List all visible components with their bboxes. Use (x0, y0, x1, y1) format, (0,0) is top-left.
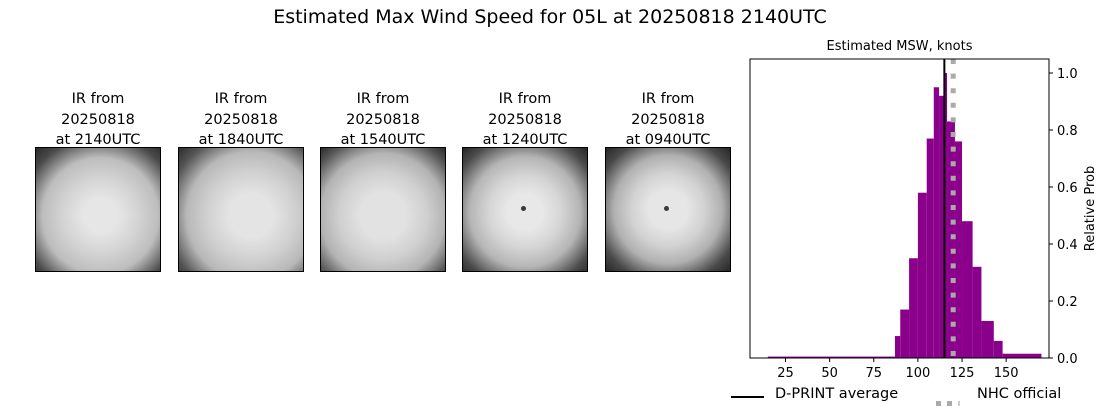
ir-satellite-image (462, 147, 588, 272)
dprint-legend-label: D-PRINT average (775, 386, 899, 402)
ir-panel: IR from 20250818 at 0940UTC (605, 89, 731, 272)
nhc-legend-label: NHC official (977, 386, 1062, 402)
histogram-bar (947, 121, 955, 358)
y-tick-label: 0.6 (1057, 181, 1078, 196)
histogram-bar (926, 138, 934, 358)
x-tick-label: 50 (821, 366, 838, 381)
nhc-legend-dotted-icon (936, 394, 960, 410)
hurricane-eye-icon (664, 206, 669, 211)
x-tick-label: 25 (777, 366, 794, 381)
hurricane-eye-icon (521, 206, 526, 211)
x-tick-label: 125 (950, 366, 975, 381)
histogram-bar (1002, 353, 1042, 358)
histogram-bar (917, 192, 927, 358)
y-tick-label: 0.4 (1057, 238, 1078, 253)
y-tick-label: 1.0 (1057, 67, 1078, 82)
y-tick-label: 0.0 (1057, 352, 1078, 367)
ir-panel: IR from 20250818 at 1840UTC (178, 89, 304, 272)
plot-frame (749, 58, 1050, 359)
ir-panel-label: IR from 20250818 at 1540UTC (340, 91, 426, 148)
ir-panel: IR from 20250818 at 1240UTC (462, 89, 588, 272)
chart-title: Estimated MSW, knots (827, 39, 973, 54)
y-tick-label: 0.8 (1057, 124, 1078, 139)
histogram-bar (900, 309, 910, 358)
ir-panel-label: IR from 20250818 at 1840UTC (198, 91, 284, 148)
ir-satellite-image (178, 147, 304, 272)
ir-panel-label: IR from 20250818 at 0940UTC (625, 91, 711, 148)
histogram-bar (767, 356, 895, 358)
y-axis-label: Relative Prob (1083, 166, 1098, 251)
ir-satellite-image (35, 147, 161, 272)
ir-panel-label: IR from 20250818 at 2140UTC (55, 91, 141, 148)
ir-panel: IR from 20250818 at 1540UTC (320, 89, 446, 272)
dprint-legend-line-icon (731, 396, 764, 398)
histogram-bar (962, 221, 973, 358)
ir-satellite-image (605, 147, 731, 272)
histogram-bar (972, 266, 982, 358)
histogram-bar (954, 141, 963, 358)
histogram-bar (894, 336, 901, 358)
histogram-bar (933, 87, 940, 358)
x-tick-label: 100 (905, 366, 930, 381)
ir-panel-label: IR from 20250818 at 1240UTC (482, 91, 568, 148)
ir-satellite-image (320, 147, 446, 272)
x-tick-label: 75 (866, 366, 883, 381)
figure-title: Estimated Max Wind Speed for 05L at 2025… (273, 6, 827, 28)
histogram-bar (909, 258, 918, 358)
y-tick-label: 0.2 (1057, 295, 1078, 310)
histogram-bar (993, 340, 1003, 358)
histogram-bar (981, 320, 994, 358)
x-tick-label: 150 (994, 366, 1019, 381)
histogram-bar (944, 73, 948, 358)
ir-panel: IR from 20250818 at 2140UTC (35, 89, 161, 272)
histogram-bar (939, 95, 945, 359)
